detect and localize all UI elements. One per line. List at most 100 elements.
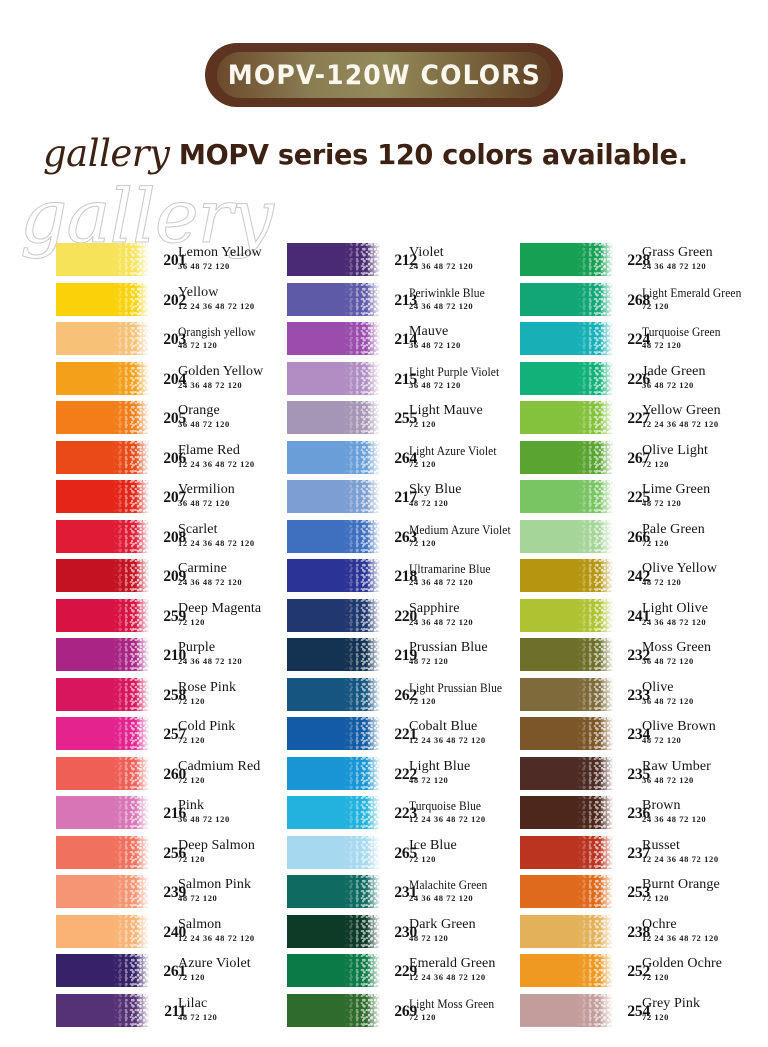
- color-swatch[interactable]: [520, 519, 613, 553]
- color-row[interactable]: 254 Grey Pink 72 120: [520, 993, 752, 1034]
- color-row[interactable]: 257 Cold Pink 72 120: [56, 717, 288, 757]
- color-row[interactable]: 253 Burnt Orange 72 120: [520, 875, 752, 915]
- color-row[interactable]: 234 Olive Brown 48 72 120: [520, 717, 752, 757]
- color-row[interactable]: 204 Golden Yellow 24 36 48 72 120: [56, 361, 288, 402]
- color-row[interactable]: 237 Russet 12 24 36 48 72 120: [520, 835, 752, 876]
- color-row[interactable]: 259 Deep Magenta 72 120: [56, 598, 288, 639]
- color-swatch[interactable]: [520, 677, 613, 711]
- color-swatch[interactable]: [520, 993, 613, 1027]
- color-swatch[interactable]: [56, 954, 149, 987]
- color-swatch[interactable]: [56, 875, 149, 908]
- color-row[interactable]: 203 Orangish yellow 48 72 120: [56, 322, 288, 362]
- color-row[interactable]: 208 Scarlet 12 24 36 48 72 120: [56, 519, 288, 560]
- color-swatch[interactable]: [287, 598, 380, 632]
- color-swatch[interactable]: [56, 914, 149, 948]
- color-row[interactable]: 228 Grass Green 24 36 48 72 120: [520, 243, 752, 283]
- color-row[interactable]: 209 Carmine 24 36 48 72 120: [56, 559, 288, 599]
- color-swatch[interactable]: [56, 243, 149, 276]
- color-row[interactable]: 222 Light Blue 48 72 120: [287, 756, 519, 797]
- color-swatch[interactable]: [520, 914, 613, 948]
- color-swatch[interactable]: [520, 717, 613, 750]
- color-row[interactable]: 223 Turquoise Blue 12 24 36 48 72 120: [287, 796, 519, 836]
- color-row[interactable]: 256 Deep Salmon 72 120: [56, 835, 288, 876]
- color-swatch[interactable]: [520, 440, 613, 474]
- color-row[interactable]: 235 Raw Umber 36 48 72 120: [520, 756, 752, 797]
- color-swatch[interactable]: [520, 480, 613, 513]
- color-row[interactable]: 220 Sapphire 24 36 48 72 120: [287, 598, 519, 639]
- color-swatch[interactable]: [520, 598, 613, 632]
- color-swatch[interactable]: [287, 322, 380, 355]
- color-swatch[interactable]: [287, 361, 380, 395]
- color-row[interactable]: 233 Olive 36 48 72 120: [520, 677, 752, 718]
- color-swatch[interactable]: [56, 519, 149, 553]
- color-swatch[interactable]: [56, 993, 149, 1027]
- color-swatch[interactable]: [287, 519, 380, 553]
- color-swatch[interactable]: [520, 243, 613, 276]
- color-swatch[interactable]: [287, 717, 380, 750]
- color-row[interactable]: 240 Salmon 12 24 36 48 72 120: [56, 914, 288, 955]
- color-row[interactable]: 266 Pale Green 72 120: [520, 519, 752, 560]
- color-row[interactable]: 239 Salmon Pink 48 72 120: [56, 875, 288, 915]
- color-swatch[interactable]: [56, 638, 149, 671]
- color-row[interactable]: 231 Malachite Green 24 36 48 72 120: [287, 875, 519, 915]
- color-row[interactable]: 264 Light Azure Violet 72 120: [287, 440, 519, 481]
- color-row[interactable]: 238 Ochre 12 24 36 48 72 120: [520, 914, 752, 955]
- color-swatch[interactable]: [287, 243, 380, 276]
- color-row[interactable]: 207 Vermilion 36 48 72 120: [56, 480, 288, 520]
- color-row[interactable]: 215 Light Purple Violet 36 48 72 120: [287, 361, 519, 402]
- color-row[interactable]: 212 Violet 24 36 48 72 120: [287, 243, 519, 283]
- color-row[interactable]: 232 Moss Green 36 48 72 120: [520, 638, 752, 678]
- color-swatch[interactable]: [520, 954, 613, 987]
- color-row[interactable]: 268 Light Emerald Green 72 120: [520, 282, 752, 323]
- color-swatch[interactable]: [287, 954, 380, 987]
- color-swatch[interactable]: [287, 638, 380, 671]
- color-row[interactable]: 225 Lime Green 48 72 120: [520, 480, 752, 520]
- color-row[interactable]: 241 Light Olive 24 36 48 72 120: [520, 598, 752, 639]
- color-row[interactable]: 210 Purple 24 36 48 72 120: [56, 638, 288, 678]
- color-swatch[interactable]: [56, 480, 149, 513]
- color-row[interactable]: 214 Mauve 36 48 72 120: [287, 322, 519, 362]
- color-swatch[interactable]: [56, 361, 149, 395]
- color-row[interactable]: 219 Prussian Blue 48 72 120: [287, 638, 519, 678]
- color-swatch[interactable]: [287, 282, 380, 316]
- color-swatch[interactable]: [56, 796, 149, 829]
- color-swatch[interactable]: [56, 322, 149, 355]
- color-swatch[interactable]: [287, 401, 380, 434]
- color-swatch[interactable]: [56, 282, 149, 316]
- color-swatch[interactable]: [56, 559, 149, 592]
- color-swatch[interactable]: [287, 756, 380, 790]
- color-row[interactable]: 230 Dark Green 48 72 120: [287, 914, 519, 955]
- color-swatch[interactable]: [520, 875, 613, 908]
- color-row[interactable]: 206 Flame Red 12 24 36 48 72 120: [56, 440, 288, 481]
- color-swatch[interactable]: [520, 756, 613, 790]
- color-row[interactable]: 260 Cadmium Red 72 120: [56, 756, 288, 797]
- color-swatch[interactable]: [520, 835, 613, 869]
- color-swatch[interactable]: [56, 756, 149, 790]
- color-row[interactable]: 242 Olive Yellow 48 72 120: [520, 559, 752, 599]
- color-row[interactable]: 201 Lemon Yellow 36 48 72 120: [56, 243, 288, 283]
- color-swatch[interactable]: [520, 796, 613, 829]
- color-swatch[interactable]: [287, 993, 380, 1027]
- color-swatch[interactable]: [287, 559, 380, 592]
- color-row[interactable]: 218 Ultramarine Blue 24 36 48 72 120: [287, 559, 519, 599]
- color-row[interactable]: 236 Brown 24 36 48 72 120: [520, 796, 752, 836]
- color-swatch[interactable]: [287, 835, 380, 869]
- color-swatch[interactable]: [56, 835, 149, 869]
- color-row[interactable]: 229 Emerald Green 12 24 36 48 72 120: [287, 954, 519, 994]
- color-row[interactable]: 213 Periwinkle Blue 24 36 48 72 120: [287, 282, 519, 323]
- color-row[interactable]: 258 Rose Pink 72 120: [56, 677, 288, 718]
- color-swatch[interactable]: [56, 401, 149, 434]
- color-row[interactable]: 211 Lilac 48 72 120: [56, 993, 288, 1034]
- color-swatch[interactable]: [520, 282, 613, 316]
- color-swatch[interactable]: [520, 559, 613, 592]
- color-row[interactable]: 265 Ice Blue 72 120: [287, 835, 519, 876]
- color-swatch[interactable]: [287, 480, 380, 513]
- color-row[interactable]: 262 Light Prussian Blue 72 120: [287, 677, 519, 718]
- color-row[interactable]: 255 Light Mauve 72 120: [287, 401, 519, 441]
- color-swatch[interactable]: [287, 677, 380, 711]
- color-row[interactable]: 227 Yellow Green 12 24 36 48 72 120: [520, 401, 752, 441]
- color-swatch[interactable]: [287, 914, 380, 948]
- color-row[interactable]: 269 Light Moss Green 72 120: [287, 993, 519, 1034]
- color-row[interactable]: 263 Medium Azure Violet 72 120: [287, 519, 519, 560]
- color-row[interactable]: 221 Cobalt Blue 12 24 36 48 72 120: [287, 717, 519, 757]
